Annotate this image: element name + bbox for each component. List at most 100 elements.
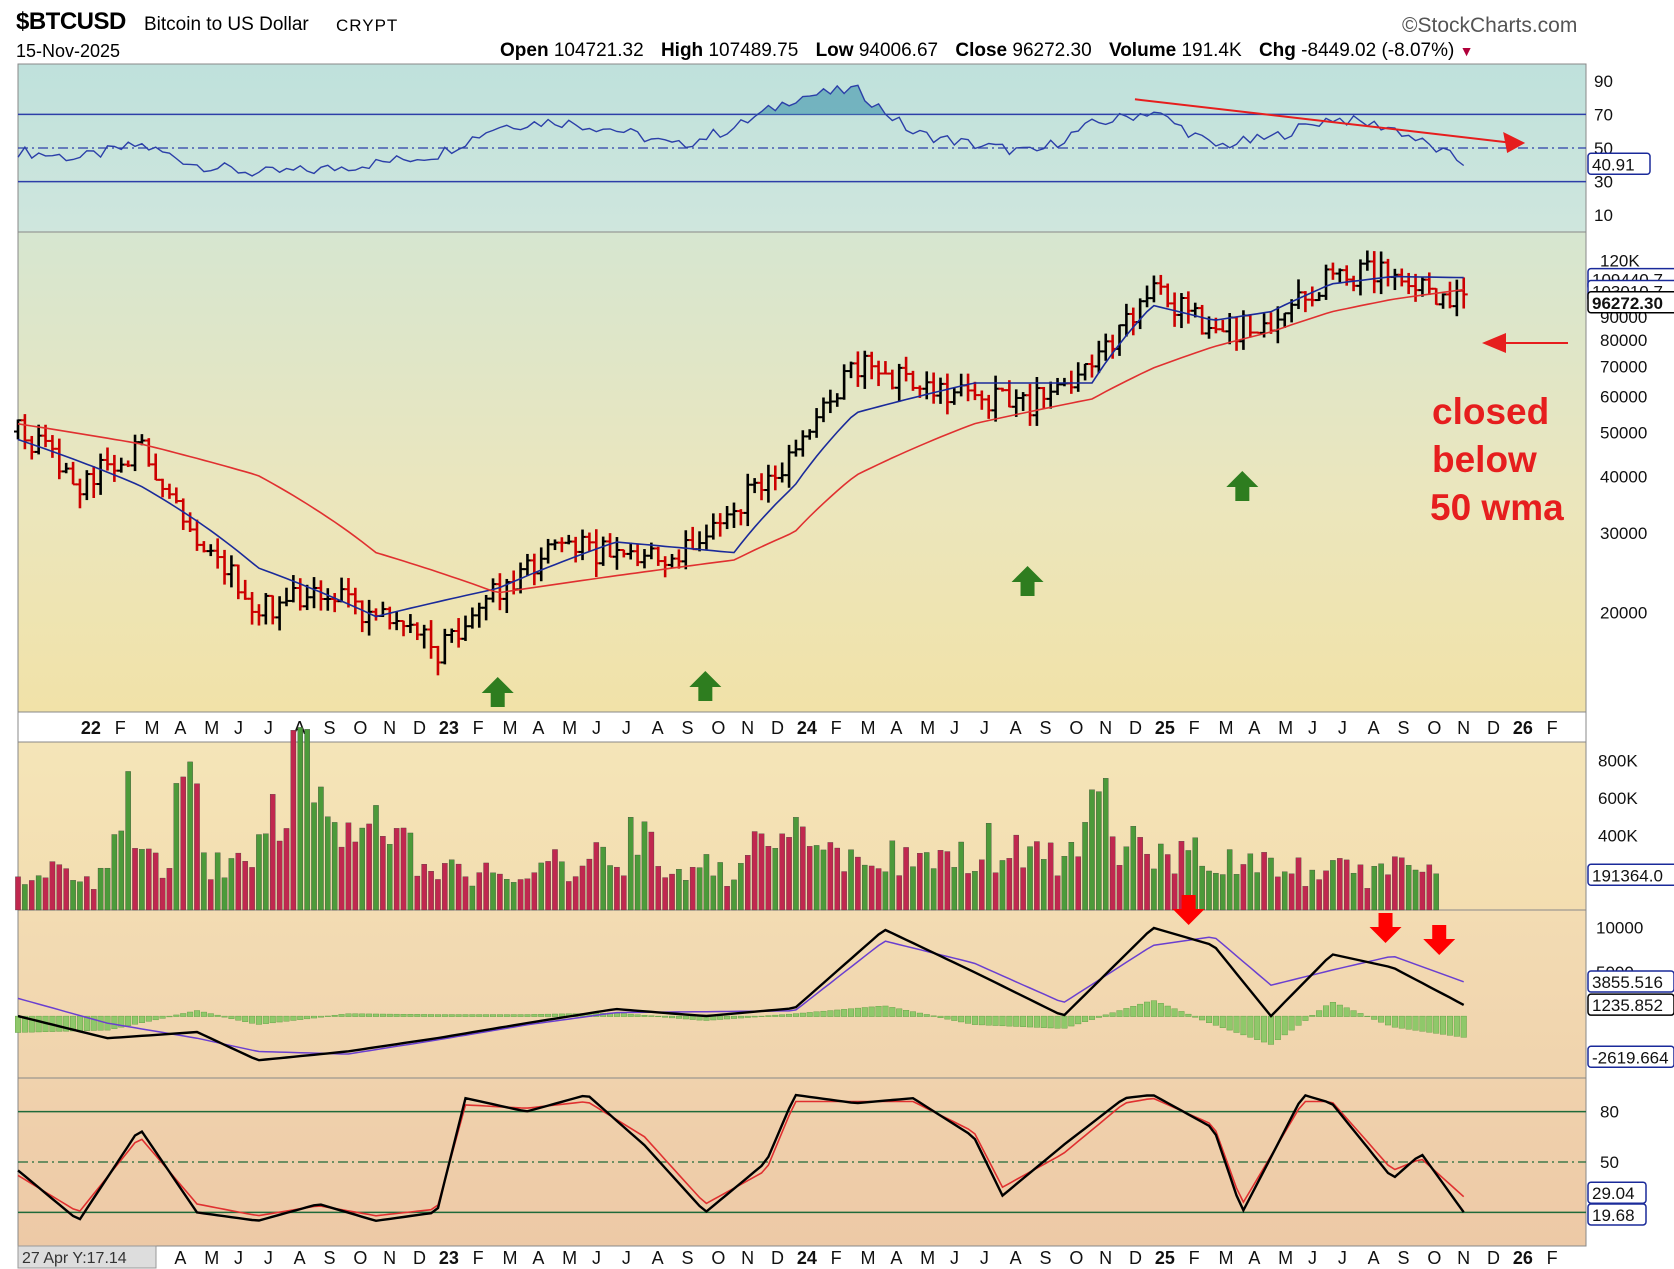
sma-short-line <box>17 275 1464 618</box>
volume-bar <box>1419 871 1426 911</box>
volume-bar <box>118 830 125 911</box>
volume-bar <box>297 727 304 911</box>
macd-histogram-bar <box>386 1013 393 1017</box>
macd-histogram-bar <box>207 1013 214 1017</box>
macd-histogram-bar <box>820 1010 827 1017</box>
volume-bar <box>779 833 785 911</box>
rsi-ytick: 70 <box>1594 105 1613 124</box>
volume-bar <box>510 882 517 911</box>
price-x-month-label: J <box>1338 718 1347 738</box>
volume-bars <box>15 727 1439 911</box>
macd-histogram-bar <box>765 1015 772 1017</box>
macd-ytick: 10000 <box>1596 919 1643 938</box>
macd-histogram-bar <box>352 1013 359 1017</box>
volume-bar <box>1233 874 1240 911</box>
volume-bar <box>979 859 985 911</box>
macd-histogram-bar <box>428 1014 435 1017</box>
price-x-month-label: F <box>473 718 484 738</box>
stochastic-slow-value: 29.04 <box>1592 1184 1635 1203</box>
volume-bar <box>152 852 159 911</box>
macd-histogram-bar <box>971 1015 978 1025</box>
volume-bar <box>1426 864 1433 911</box>
macd-histogram-bar <box>483 1014 490 1017</box>
macd-histogram-bar <box>682 1015 689 1020</box>
stochastic-fast-value-box <box>1587 1203 1647 1226</box>
volume-bar <box>214 852 221 911</box>
macd-histogram-bar <box>834 1009 841 1017</box>
volume-bar <box>517 879 524 911</box>
stochastic-x-month-label: A <box>1248 1248 1260 1268</box>
macd-histogram-bar <box>1350 1010 1357 1017</box>
volume-bar <box>352 841 359 911</box>
footer-readout-box <box>17 1245 157 1269</box>
rsi-line <box>17 84 1465 177</box>
macd-histogram-bar <box>214 1014 221 1017</box>
volume-bar <box>483 862 489 911</box>
volume-bar <box>827 842 834 911</box>
volume-bar <box>910 866 916 911</box>
macd-histogram-bar <box>1357 1013 1364 1017</box>
volume-bar <box>1350 872 1357 911</box>
macd-line <box>17 926 1465 1062</box>
macd-histogram-bar <box>152 1015 159 1021</box>
volume-bar <box>1240 864 1247 911</box>
macd-histogram-bar <box>1446 1015 1453 1036</box>
macd-histogram-bar <box>1316 1010 1323 1017</box>
volume-bar <box>1254 872 1260 911</box>
volume-bar <box>228 858 235 911</box>
macd-histogram-bar <box>524 1014 531 1017</box>
volume-bar <box>304 729 310 911</box>
volume-bar <box>607 865 613 911</box>
volume-bar <box>1213 872 1219 911</box>
stochastic-x-month-label: S <box>324 1248 336 1268</box>
volume-bar <box>862 864 868 911</box>
macd-histogram-bar <box>276 1015 283 1023</box>
volume-bar <box>717 862 723 911</box>
macd-histogram-bar <box>1102 1014 1109 1017</box>
macd-histogram-bar <box>372 1013 379 1017</box>
macd-histogram-bar <box>909 1011 916 1017</box>
volume-bar <box>841 871 847 911</box>
stochastic-x-month-label: J <box>950 1248 959 1268</box>
volume-bar <box>125 771 131 911</box>
macd-histogram-bar <box>1274 1015 1281 1040</box>
macd-signal-value: 3855.516 <box>1592 973 1663 992</box>
volume-bar <box>793 817 799 911</box>
macd-histogram-bar <box>1391 1015 1398 1028</box>
volume-bar <box>710 875 717 911</box>
macd-panel[interactable] <box>17 909 1587 1079</box>
macd-histogram-bar <box>1405 1015 1412 1030</box>
volume-bar <box>15 876 21 911</box>
price-x-month-label: O <box>353 718 367 738</box>
volume-bar <box>1385 874 1391 911</box>
macd-histogram-bar <box>366 1013 373 1017</box>
price-ytick: 40000 <box>1600 467 1647 486</box>
volume-bar <box>738 863 744 911</box>
volume-bar <box>221 877 228 911</box>
brand-logo[interactable]: ©StockCharts.com <box>1402 14 1578 37</box>
volume-bar <box>1275 876 1281 911</box>
macd-histogram-bar <box>792 1013 799 1017</box>
volume-bar <box>104 867 111 911</box>
macd-histogram-bar <box>875 1006 882 1017</box>
macd-histogram-bar <box>1047 1015 1054 1029</box>
price-panel[interactable] <box>17 231 1587 713</box>
stochastic-x-month-label: N <box>1457 1248 1470 1268</box>
price-x-month-label: A <box>174 718 186 738</box>
volume-bar <box>256 834 262 911</box>
macd-histogram-bar <box>1309 1015 1316 1017</box>
volume-bar <box>703 854 710 911</box>
macd-histogram-bar <box>70 1015 77 1032</box>
volume-bar <box>951 867 958 911</box>
volume-bar <box>208 879 214 911</box>
volume-bar <box>1158 843 1164 911</box>
macd-histogram-bar <box>1006 1015 1013 1027</box>
price-ytick: 80000 <box>1600 331 1647 350</box>
chg-down-icon: ▼ <box>1459 43 1474 59</box>
macd-histogram-bar <box>145 1015 152 1022</box>
volume-bar <box>1206 870 1212 911</box>
volume-bar <box>992 872 999 911</box>
macd-histogram-value-box <box>1587 1045 1674 1069</box>
volume-bar <box>896 875 902 911</box>
